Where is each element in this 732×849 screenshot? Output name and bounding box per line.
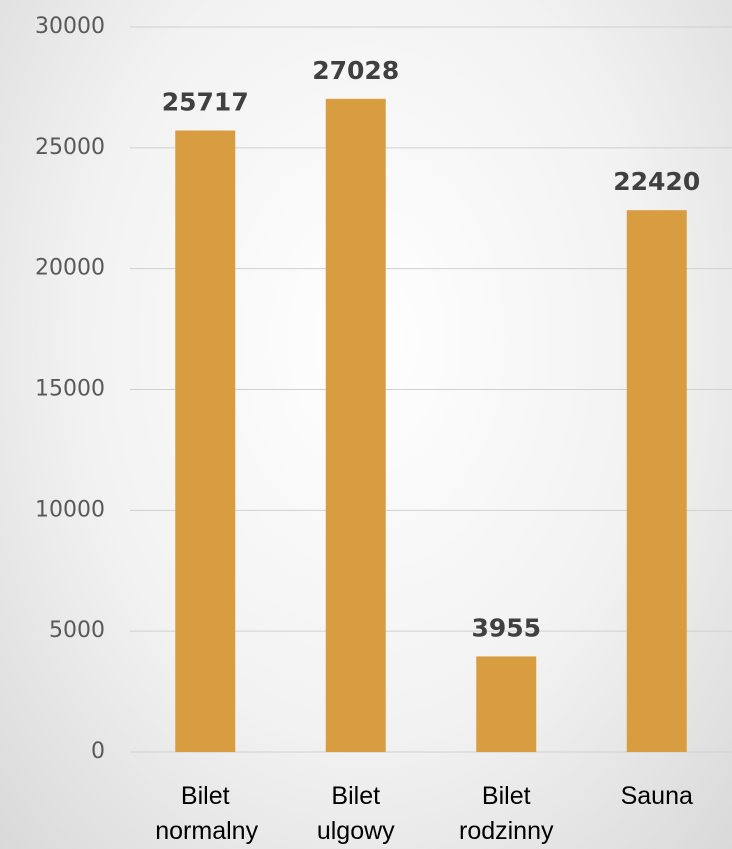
x-tick-label: Bilet rodzinny — [459, 782, 554, 845]
bar — [626, 210, 687, 752]
y-tick-label: 0 — [91, 739, 105, 764]
value-label: 25717 — [162, 88, 249, 117]
value-label: 3955 — [471, 613, 541, 642]
y-tick-label: 20000 — [35, 256, 105, 281]
bar — [476, 656, 537, 752]
bar — [175, 130, 236, 752]
bar — [325, 98, 386, 752]
y-tick-label: 30000 — [35, 14, 105, 39]
value-label: 22420 — [613, 167, 700, 196]
x-tick-label: Bilet ulgowy — [316, 782, 395, 845]
x-tick-label: Bilet normalny — [155, 782, 259, 845]
y-tick-label: 15000 — [35, 377, 105, 402]
y-tick-label: 5000 — [49, 618, 105, 643]
y-tick-label: 25000 — [35, 135, 105, 160]
value-label: 27028 — [312, 56, 399, 85]
y-tick-label: 10000 — [35, 497, 105, 522]
x-tick-label: Sauna — [620, 782, 693, 810]
